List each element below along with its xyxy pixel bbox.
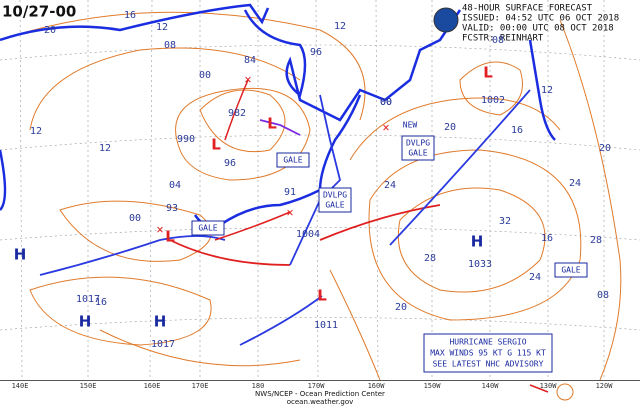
longitude-label: 150E — [80, 382, 97, 390]
longitude-label: 120W — [596, 382, 614, 390]
box-text: GALE — [561, 266, 580, 275]
low-pressure: 1004 — [296, 229, 320, 240]
low-pressure: 1002 — [481, 95, 505, 106]
isobar-label: 00 — [129, 213, 141, 224]
hurricane-text: MAX WINDS 95 KT G 115 KT — [430, 349, 546, 358]
longitude-label: 180 — [252, 382, 265, 390]
low-pressure: 990 — [177, 134, 195, 145]
storm-x: × — [156, 223, 163, 237]
isobar-label: 20 — [599, 143, 611, 154]
low-label: L — [165, 228, 175, 246]
isobar-label: 00 — [380, 97, 392, 108]
isobar-label: 96 — [224, 158, 236, 169]
high-label: H — [154, 313, 167, 331]
longitude-label: 160E — [144, 382, 161, 390]
low-pressure: 1011 — [314, 320, 338, 331]
box-frame — [318, 187, 352, 213]
high-pressure: 1017 — [151, 339, 175, 350]
isobar-label: 20 — [395, 302, 407, 313]
storm-pressure: 93 — [166, 203, 178, 214]
isobar-label: 32 — [499, 216, 511, 227]
isobar-label: 12 — [30, 126, 42, 137]
low-label: L — [483, 64, 493, 82]
low-label: L — [317, 287, 327, 305]
longitude-label: 140W — [482, 382, 500, 390]
high-pressure: 1017 — [76, 294, 100, 305]
storm-pressure: 84 — [244, 55, 256, 66]
isobar-label: 04 — [169, 180, 181, 191]
storm-pressure: 00 — [380, 97, 392, 108]
isobar-label: 28 — [424, 253, 436, 264]
isobar-label: 96 — [310, 47, 322, 58]
high-pressure: 1033 — [468, 259, 492, 270]
longitude-label: 160W — [368, 382, 386, 390]
hurricane-symbol — [556, 383, 574, 401]
longitude-label: 130W — [540, 382, 558, 390]
isobar-label: 24 — [384, 180, 396, 191]
box-text: DVLPG — [323, 191, 347, 200]
storm-x: × — [382, 121, 389, 135]
box-text: GALE — [408, 149, 427, 158]
isobar-label: 16 — [541, 233, 553, 244]
isobar-label: 08 — [492, 35, 504, 46]
storm-tracks — [214, 79, 549, 393]
box-text: DVLPG — [406, 139, 430, 148]
isobars — [0, 11, 622, 381]
high-label: H — [14, 246, 27, 264]
longitude-label: 170E — [192, 382, 209, 390]
hurricane-frame — [423, 333, 553, 373]
isobar-label: 16 — [95, 297, 107, 308]
isobar-label: 12 — [541, 85, 553, 96]
longitude-label: 150W — [424, 382, 442, 390]
hurricane-text: SEE LATEST NHC ADVISORY — [433, 360, 544, 369]
box-text: GALE — [283, 156, 302, 165]
low-pressure: 982 — [228, 108, 246, 119]
box-frame — [401, 135, 435, 161]
low-label: L — [267, 115, 277, 133]
box-frame — [191, 220, 225, 236]
isobar-label: 28 — [590, 235, 602, 246]
isobar-label: 00 — [199, 70, 211, 81]
footer-line: NWS/NCEP - Ocean Prediction Center — [255, 390, 385, 398]
storm-x: × — [244, 73, 251, 87]
axis-line — [0, 380, 640, 381]
text-boxes — [191, 135, 588, 278]
box-frame — [276, 152, 310, 168]
isobar-label: 20 — [44, 25, 56, 36]
header-line: ISSUED: 04:52 UTC 06 OCT 2018 — [462, 14, 619, 24]
box-text: GALE — [325, 201, 344, 210]
storm-pressure: 91 — [284, 187, 296, 198]
header-line: 48-HOUR SURFACE FORECAST — [462, 4, 593, 14]
isobar-label: 16 — [511, 125, 523, 136]
isobar-label: 24 — [569, 178, 581, 189]
high-label: H — [79, 313, 92, 331]
noaa-logo — [433, 7, 459, 33]
longitude-label: 140E — [12, 382, 29, 390]
isobar-label: 16 — [124, 10, 136, 21]
isobar-label: 12 — [99, 143, 111, 154]
fronts — [39, 89, 531, 346]
isobar-label: 08 — [164, 40, 176, 51]
box-frame — [554, 262, 588, 278]
corner-label: 10/27-00 — [2, 3, 76, 21]
isobar-label: 08 — [597, 290, 609, 301]
high-label: H — [471, 233, 484, 251]
header-line: FCSTR: REINHART — [462, 34, 544, 44]
hurricane-text: HURRICANE SERGIO — [449, 338, 526, 347]
graticule — [0, 0, 640, 381]
isobar-label: 20 — [444, 122, 456, 133]
box-text: NEW — [403, 121, 418, 130]
low-label: L — [211, 136, 221, 154]
isobar-label: 24 — [529, 272, 541, 283]
footer-line: ocean.weather.gov — [287, 398, 354, 406]
longitude-label: 170W — [308, 382, 326, 390]
header-line: VALID: 00:00 UTC 08 OCT 2018 — [462, 24, 614, 34]
isobar-label: 12 — [156, 22, 168, 33]
storm-x: × — [286, 206, 293, 220]
isobar-label: 12 — [334, 21, 346, 32]
box-text: GALE — [198, 224, 217, 233]
